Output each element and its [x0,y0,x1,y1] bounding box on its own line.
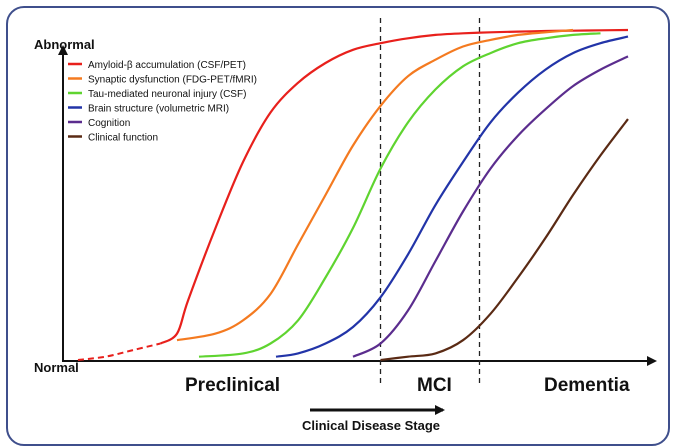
stage-dividers [379,18,481,385]
stage-label-preclinical: Preclinical [185,375,280,396]
legend-label-2: Synaptic dysfunction (FDG-PET/fMRI) [88,75,257,86]
axes [58,45,657,366]
legend: Amyloid-β accumulation (CSF/PET) Synaptic… [68,60,257,144]
series-line-6 [380,118,629,362]
legend-label-3: Tau-mediated neuronal injury (CSF) [88,89,246,100]
series-line-4 [275,35,629,358]
stage-label-mci: MCI [417,375,452,396]
series-line-3 [198,32,601,358]
legend-label-5: Cognition [88,118,130,129]
biomarker-cascade-chart: Abnormal Normal Amyloid-β accumulation (… [34,18,657,433]
series-lines [77,28,629,362]
figure-frame [6,6,670,446]
series-line-1-dashed [77,342,161,361]
series-line-1 [159,28,629,345]
legend-label-4: Brain structure (volumetric MRI) [88,104,229,115]
series-line-2 [176,28,574,342]
y-axis-bottom-label: Normal [34,360,79,375]
x-axis-title: Clinical Disease Stage [302,418,440,433]
legend-label-6: Clinical function [88,133,158,144]
y-axis-top-label: Abnormal [34,37,95,52]
stage-label-dementia: Dementia [544,375,630,396]
legend-label-1: Amyloid-β accumulation (CSF/PET) [88,60,246,71]
series-line-5 [352,55,629,358]
